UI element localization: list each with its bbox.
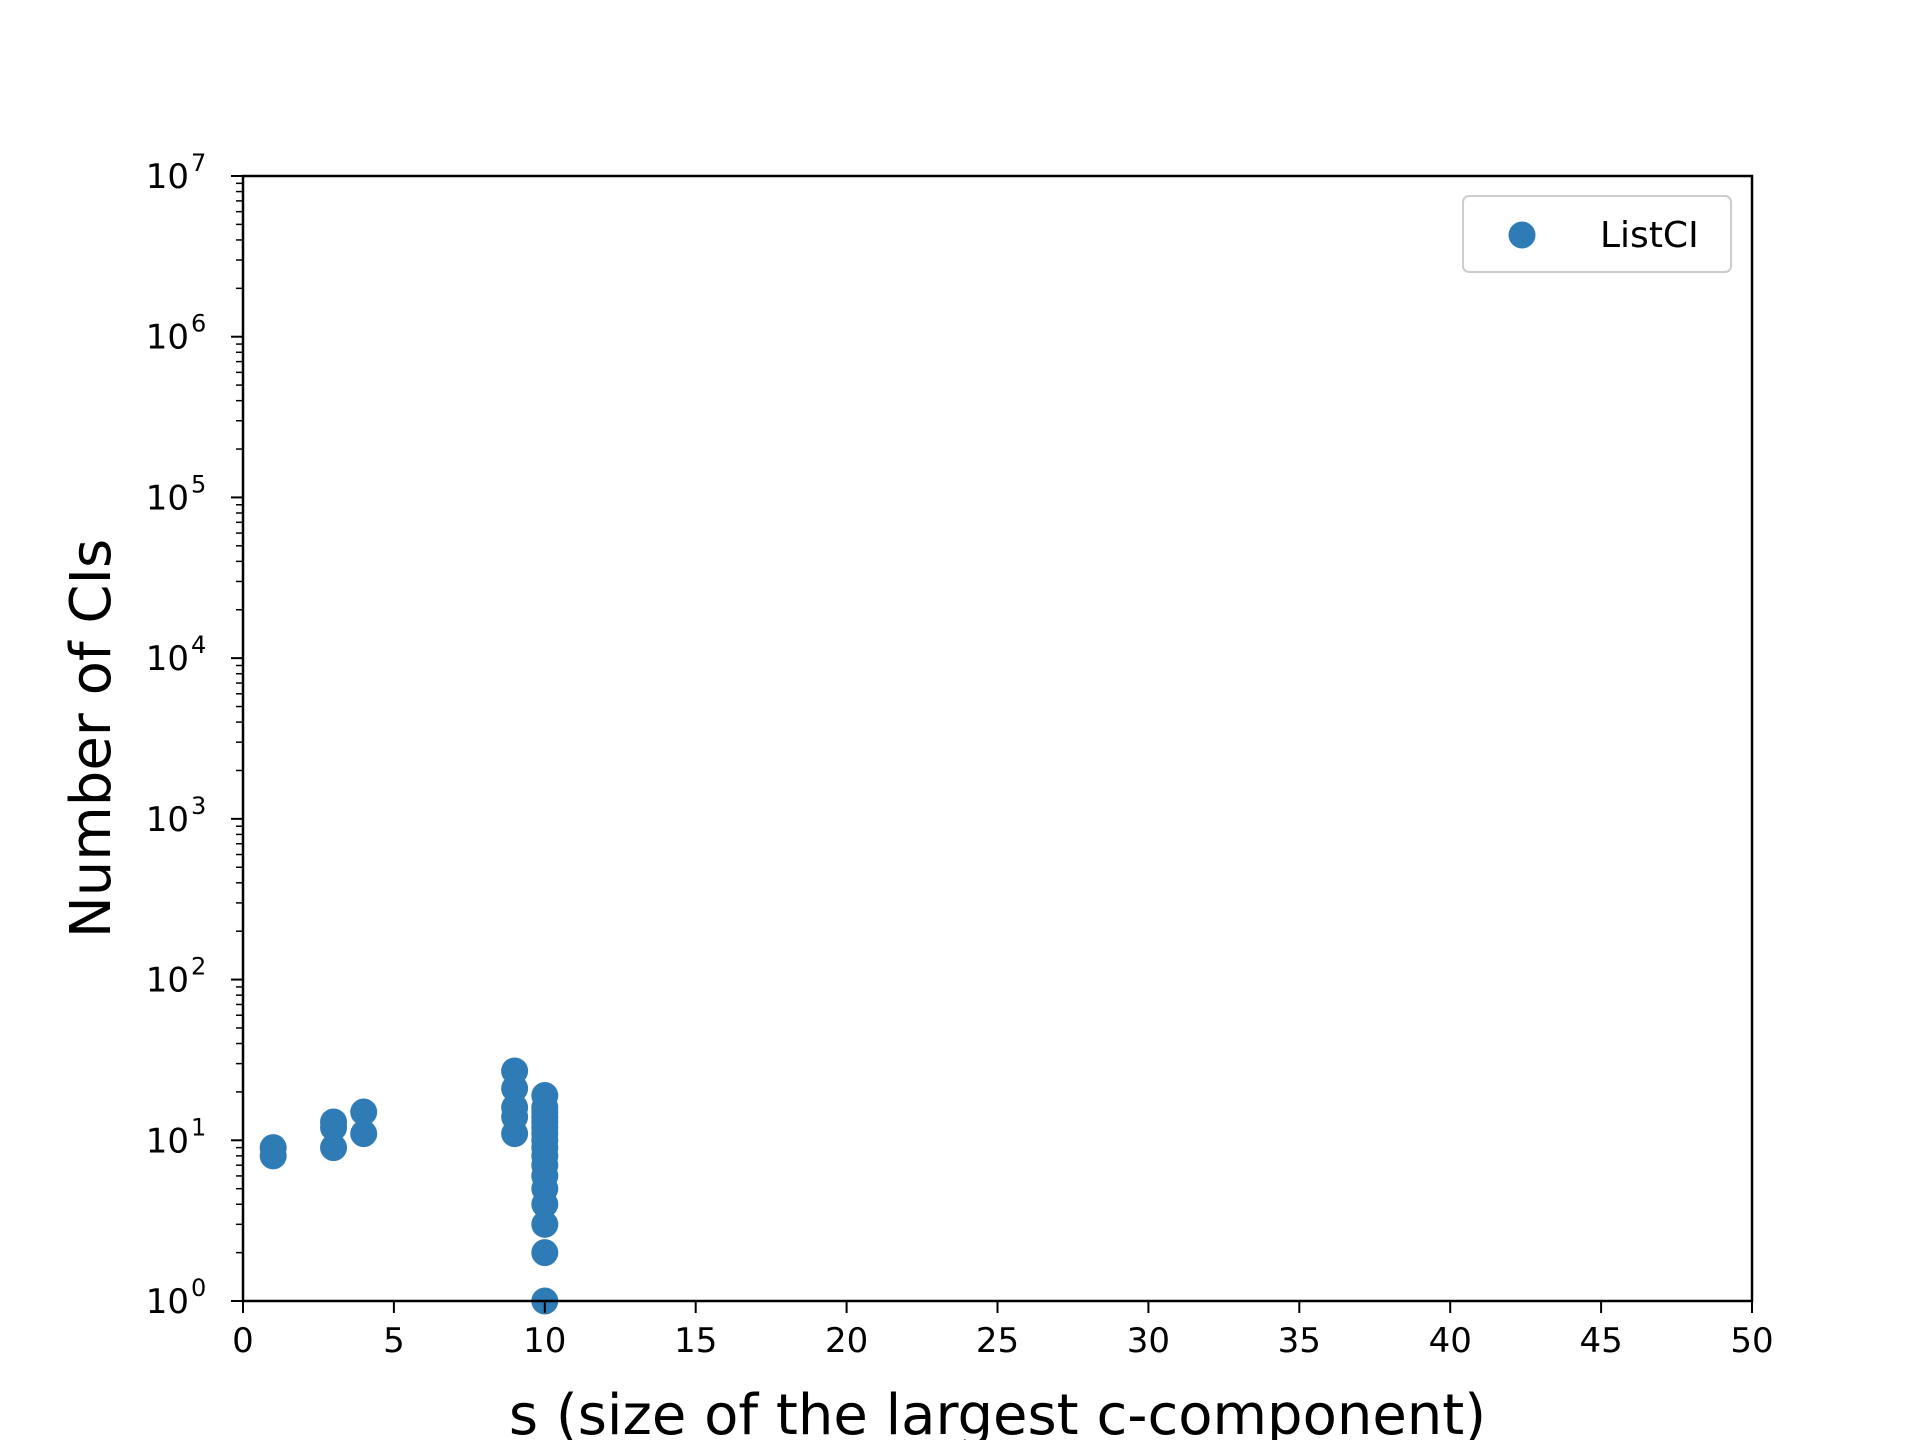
y-tick-label: 10 [146, 961, 189, 1001]
x-tick-label: 30 [1127, 1321, 1170, 1361]
data-point [320, 1108, 348, 1136]
y-tick-label: 10 [146, 1121, 189, 1161]
y-tick-label: 10 [146, 157, 189, 197]
x-tick-label: 5 [383, 1321, 405, 1361]
data-point [531, 1081, 559, 1109]
x-axis-title: s (size of the largest c-component) [509, 1383, 1486, 1440]
y-tick-base: 10 [146, 1282, 189, 1322]
x-tick-label: 15 [674, 1321, 717, 1361]
y-axis-title: Number of CIs [59, 539, 124, 938]
y-tick-base: 10 [146, 318, 189, 358]
y-tick-base: 10 [146, 639, 189, 679]
x-tick-label: 0 [232, 1321, 254, 1361]
x-tick-label: 40 [1429, 1321, 1472, 1361]
y-tick-label: 10 [146, 639, 189, 679]
legend: ListCI [1462, 195, 1732, 273]
x-tick-label: 35 [1278, 1321, 1321, 1361]
data-point [320, 1134, 348, 1162]
data-point [259, 1134, 287, 1162]
y-tick-exponent: 2 [191, 953, 206, 981]
data-point [531, 1239, 559, 1267]
y-tick-base: 10 [146, 800, 189, 840]
y-tick-label: 10 [146, 800, 189, 840]
legend-marker [1508, 221, 1536, 249]
y-tick-exponent: 3 [191, 792, 206, 820]
y-tick-label: 10 [146, 318, 189, 358]
y-tick-exponent: 0 [191, 1274, 206, 1302]
data-point [350, 1098, 378, 1126]
y-tick-base: 10 [146, 478, 189, 518]
data-point [501, 1057, 529, 1085]
y-tick-label: 10 [146, 478, 189, 518]
data-point [350, 1120, 378, 1148]
x-tick-label: 20 [825, 1321, 868, 1361]
x-tick-label: 10 [523, 1321, 566, 1361]
marker-layer [259, 1057, 559, 1315]
data-point [501, 1093, 529, 1121]
plot-area-frame [241, 174, 1754, 1303]
y-tick-exponent: 5 [191, 470, 206, 498]
x-tick-label: 45 [1579, 1321, 1622, 1361]
y-tick-exponent: 4 [191, 631, 206, 659]
legend-box [1462, 195, 1732, 273]
y-tick-base: 10 [146, 1121, 189, 1161]
y-tick-base: 10 [146, 157, 189, 197]
y-tick-exponent: 7 [191, 149, 206, 177]
x-tick-label: 50 [1730, 1321, 1773, 1361]
x-tick-label: 25 [976, 1321, 1019, 1361]
y-tick-base: 10 [146, 961, 189, 1001]
data-point [531, 1210, 559, 1238]
legend-label-listci: ListCI [1600, 215, 1699, 256]
y-tick-exponent: 6 [191, 310, 206, 338]
x-axis: 0 5 10 15 20 25 30 35 40 45 50 [232, 1301, 1774, 1361]
y-tick-exponent: 1 [191, 1113, 206, 1141]
y-tick-label: 10 [146, 1282, 189, 1322]
